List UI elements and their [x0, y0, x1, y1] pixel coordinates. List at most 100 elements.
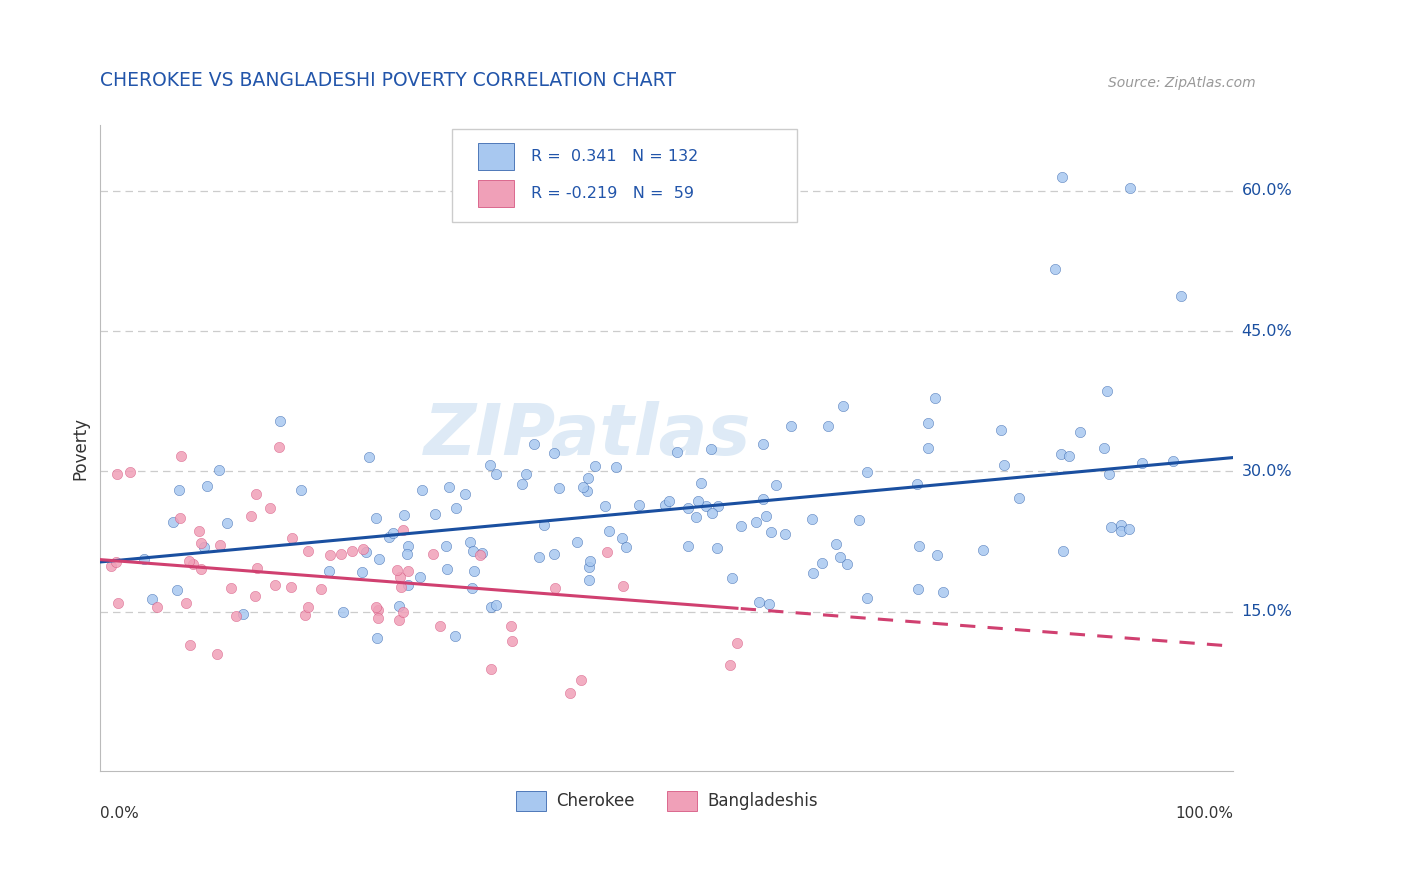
Point [658, 493, 681, 508]
Point [610, 532, 633, 546]
Point [583, 459, 606, 474]
Point [1119, 181, 1142, 195]
Point [1130, 456, 1153, 470]
Point [720, 658, 742, 673]
Point [905, 477, 928, 491]
Point [162, 515, 184, 529]
Point [468, 548, 491, 562]
Point [391, 524, 413, 538]
Point [543, 446, 565, 460]
Point [800, 512, 823, 526]
Point [576, 471, 599, 485]
Text: CHEROKEE VS BANGLADESHI POVERTY CORRELATION CHART: CHEROKEE VS BANGLADESHI POVERTY CORRELAT… [100, 70, 676, 90]
Point [290, 483, 312, 498]
Point [269, 414, 291, 428]
FancyBboxPatch shape [451, 128, 797, 222]
Point [340, 543, 363, 558]
Point [751, 436, 773, 450]
Point [366, 631, 388, 645]
Point [280, 580, 302, 594]
Point [1099, 519, 1122, 533]
Point [612, 578, 634, 592]
Point [1052, 544, 1074, 558]
Point [598, 524, 620, 539]
Point [811, 556, 834, 570]
Point [614, 540, 637, 554]
Point [245, 589, 267, 603]
Point [396, 539, 419, 553]
Point [190, 536, 212, 550]
Point [725, 635, 748, 649]
Point [396, 564, 419, 578]
Point [803, 566, 825, 580]
Point [745, 516, 768, 530]
Point [1109, 517, 1132, 532]
Point [436, 562, 458, 576]
Point [595, 499, 617, 513]
Point [385, 564, 408, 578]
Point [780, 418, 803, 433]
Legend: Cherokee, Bangladeshis: Cherokee, Bangladeshis [509, 785, 825, 817]
Point [721, 571, 744, 585]
Point [118, 465, 141, 479]
Point [146, 599, 169, 614]
Point [1008, 491, 1031, 506]
Point [515, 467, 537, 482]
Point [281, 531, 304, 545]
Point [167, 483, 190, 498]
Point [817, 419, 839, 434]
Point [917, 441, 939, 455]
Point [219, 581, 242, 595]
Text: 45.0%: 45.0% [1241, 324, 1292, 339]
Point [990, 423, 1012, 437]
Point [925, 548, 948, 562]
Point [1097, 467, 1119, 481]
Point [1050, 169, 1073, 184]
Text: 30.0%: 30.0% [1241, 464, 1292, 479]
Point [689, 476, 711, 491]
Point [569, 673, 592, 688]
Point [1092, 441, 1115, 455]
Point [695, 499, 717, 513]
Point [409, 570, 432, 584]
Point [485, 598, 508, 612]
Point [478, 458, 501, 473]
Point [676, 501, 699, 516]
Point [174, 596, 197, 610]
Point [707, 499, 730, 513]
Point [758, 598, 780, 612]
Y-axis label: Poverty: Poverty [72, 417, 89, 480]
Point [485, 467, 508, 481]
Point [297, 600, 319, 615]
Text: R = -0.219   N =  59: R = -0.219 N = 59 [531, 186, 695, 202]
Point [245, 486, 267, 500]
FancyBboxPatch shape [478, 180, 515, 207]
Point [533, 518, 555, 533]
Point [993, 458, 1015, 472]
Text: ZIPatlas: ZIPatlas [423, 401, 751, 469]
Point [294, 608, 316, 623]
Point [654, 498, 676, 512]
Point [565, 534, 588, 549]
Point [460, 581, 482, 595]
Point [775, 527, 797, 541]
Point [169, 511, 191, 525]
Point [423, 508, 446, 522]
Point [463, 564, 485, 578]
Point [269, 440, 291, 454]
Point [578, 573, 600, 587]
Point [837, 557, 859, 571]
Point [665, 444, 688, 458]
Point [510, 477, 533, 491]
Point [685, 510, 707, 524]
Point [366, 600, 388, 615]
Point [105, 555, 128, 569]
Point [330, 547, 353, 561]
Point [215, 516, 238, 530]
Point [544, 581, 567, 595]
Point [446, 501, 468, 516]
Point [394, 508, 416, 523]
Point [454, 486, 477, 500]
Point [547, 481, 569, 495]
Point [382, 526, 405, 541]
